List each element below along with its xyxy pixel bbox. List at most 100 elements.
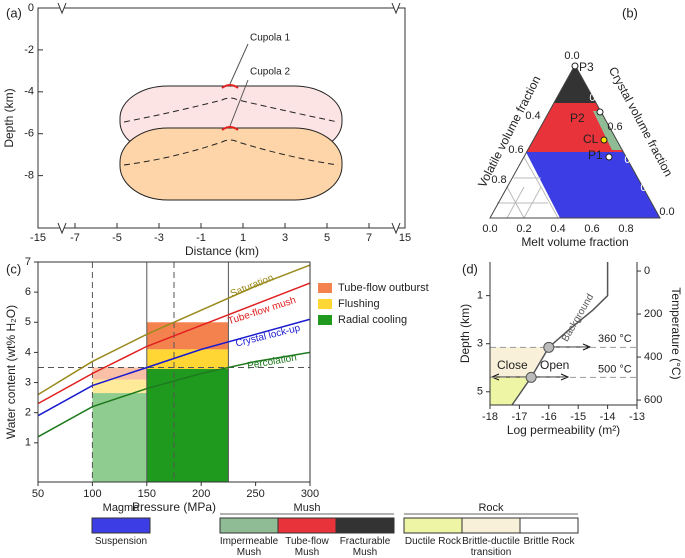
series-label: Percolation: [246, 352, 297, 372]
tick-label: 0.4: [624, 154, 639, 166]
y-tick-label: 6: [25, 286, 31, 298]
x-tick-label: -14: [600, 411, 616, 423]
legend-label: Flushing: [338, 298, 380, 310]
tick-label: 0.8: [589, 92, 604, 104]
panel-b: P3 P2 CL P1 0.0 0.4 0.6 0.8 0.8 0.6 0.4 …: [475, 50, 676, 249]
legend-group-title: Rock: [478, 502, 504, 514]
reference-label: 500 °C: [598, 363, 632, 375]
legend-swatch: [335, 517, 395, 534]
y-tick-label: -2: [24, 44, 34, 56]
region: [92, 367, 147, 380]
legend-label: Brittle-ductile transition: [462, 536, 520, 558]
tick-label: 0.6: [607, 121, 622, 133]
legend-swatch: [519, 517, 579, 534]
cupola-tip: [221, 84, 239, 89]
y-tick-label: 2: [25, 407, 31, 419]
region: [92, 379, 147, 394]
legend-swatch: [403, 517, 463, 534]
point: [543, 341, 555, 353]
legend-swatch: [219, 517, 279, 534]
y-tick-label: -6: [24, 128, 34, 140]
y-tick-label: 1: [25, 437, 31, 449]
y-tick-label: 4: [25, 346, 31, 358]
y2-axis-label: Temperature (°C): [669, 287, 683, 379]
panel-label: (d): [462, 261, 478, 276]
series-line: [37, 282, 311, 405]
y-tick-label: -8: [24, 170, 34, 182]
y2-tick-label: 200: [644, 308, 662, 320]
tick-label: 0.0: [482, 223, 497, 235]
point-label: P1: [588, 148, 603, 162]
panel-label: (b): [622, 5, 638, 20]
x-tick-label: 7: [366, 232, 372, 244]
point-marker: [605, 153, 613, 161]
cupola-tip: [221, 126, 239, 131]
axis-break: [57, 2, 401, 235]
leader-line: [229, 43, 249, 85]
legend-swatch: [318, 315, 332, 325]
panel-label: (c): [6, 261, 21, 276]
y-axis-label: Water content (wt% H₂O): [4, 305, 18, 439]
cupola-2-body: [119, 127, 343, 201]
y-tick-label: 5: [25, 316, 31, 328]
annotation: Cupola 1: [250, 33, 290, 44]
y-tick-label: 0: [28, 2, 34, 14]
series-line: [37, 264, 311, 396]
tick-label: 0.4: [525, 110, 540, 122]
x-tick-label: 50: [32, 488, 44, 500]
y-axis-label: Depth (km): [458, 304, 472, 363]
impermeable-mush-region: [593, 111, 622, 150]
x-axis-label: Log permeability (m²): [507, 423, 620, 437]
y2-tick-label: 0: [644, 265, 650, 277]
y-tick-label: 7: [25, 256, 31, 268]
series-label: Background: [560, 292, 596, 344]
series-label: Crystal lock-up: [235, 323, 302, 350]
tick-label: 0.8: [491, 174, 506, 186]
leader-line: [229, 79, 249, 127]
tick-label: 0.4: [550, 223, 565, 235]
legend-swatch: [91, 517, 151, 534]
fracturable-mush-region: [554, 65, 596, 103]
y-tick-label: -4: [24, 86, 34, 98]
point-label: P3: [579, 60, 594, 74]
x-tick-label: -16: [541, 411, 557, 423]
x-tick-label: -18: [482, 411, 498, 423]
y-axis-label: Depth (km): [2, 88, 16, 147]
legend-label: Fracturable Mush: [339, 536, 391, 558]
point-label: P2: [570, 111, 585, 125]
point-marker: [600, 136, 608, 144]
y2-tick-label: 400: [644, 351, 662, 363]
axis-label: Melt volume fraction: [521, 235, 628, 249]
legend-swatch: [277, 517, 337, 534]
suspension-region: [526, 152, 660, 218]
x-tick-label: 200: [192, 488, 210, 500]
grid-line: [497, 156, 559, 219]
y-tick-label: 3: [25, 376, 31, 388]
frame: [37, 261, 311, 483]
y-tick-label: 5: [477, 386, 483, 398]
ductile-region: [490, 377, 530, 405]
tick-label: 0.8: [618, 223, 633, 235]
legend-swatch: [461, 517, 521, 534]
annotation: Open: [540, 358, 569, 372]
x-tick-label: -17: [511, 411, 527, 423]
y-tick-label: 3: [477, 338, 483, 350]
x-tick-label: -15: [30, 232, 46, 244]
region: [146, 368, 229, 482]
legend-label: Impermeable Mush: [219, 536, 279, 558]
annotation: Close: [497, 358, 528, 372]
triangle: [489, 63, 661, 219]
x-axis-label: Pressure (MPa): [132, 500, 216, 514]
x-tick-label: 250: [246, 488, 264, 500]
legend-label: Brittle Rock: [523, 536, 575, 547]
series-label: Saturation: [229, 272, 275, 299]
inner-boundary: [123, 139, 339, 166]
tick-label: 0.6: [508, 144, 523, 156]
reference-label: 360 °C: [598, 333, 632, 345]
legend-label: Radial cooling: [338, 314, 407, 326]
legend-swatch: [318, 299, 332, 309]
legend-label: Suspension: [94, 536, 148, 547]
x-tick-label: -15: [570, 411, 586, 423]
